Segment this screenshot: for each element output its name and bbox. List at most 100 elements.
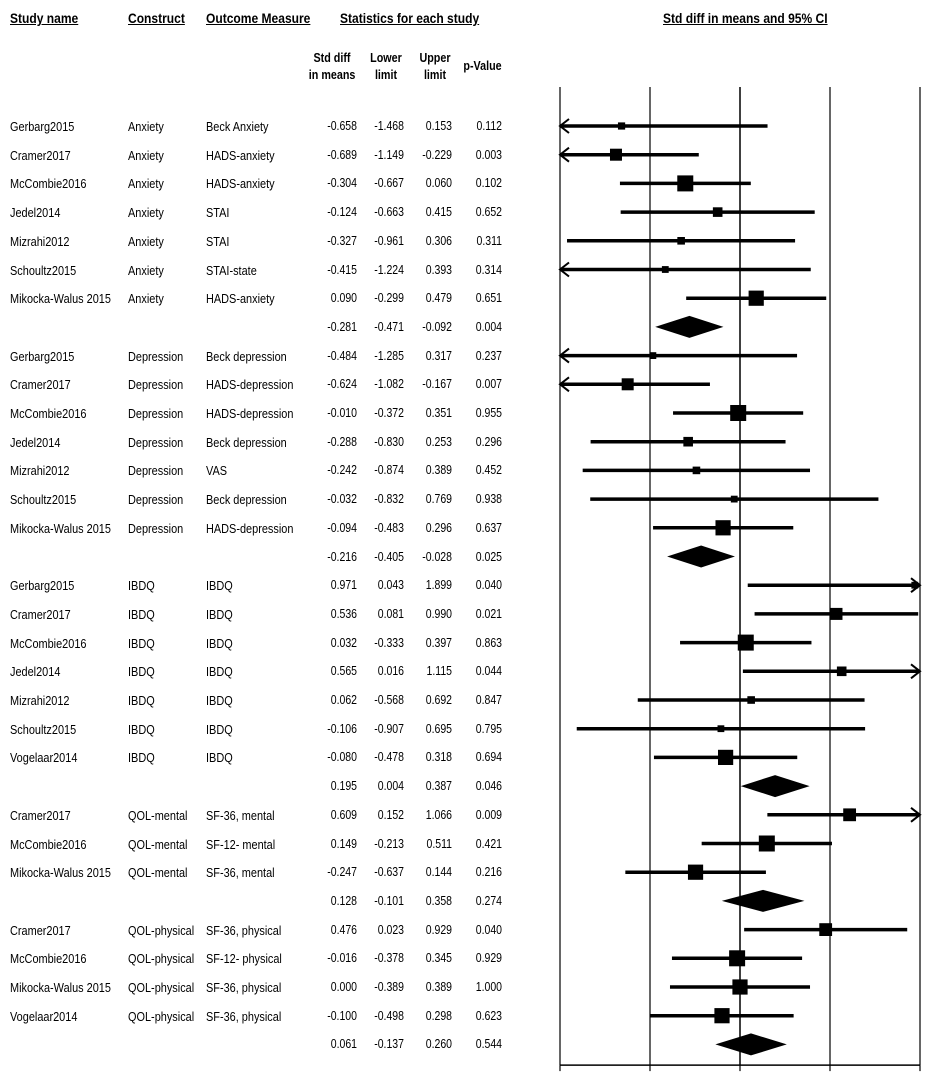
outcome-measure-cell: IBDQ xyxy=(206,606,233,622)
construct-cell: QOL-physical xyxy=(128,922,195,938)
subheader-lower-line1: Lower xyxy=(370,51,402,65)
p-value-cell: 0.795 xyxy=(475,721,502,736)
upper-limit-cell: 0.317 xyxy=(425,348,452,363)
outcome-measure-cell: IBDQ xyxy=(206,664,233,680)
lower-limit-cell: -0.830 xyxy=(374,434,404,449)
study-row: Mizrahi2012 Depression VAS -0.242 -0.874 0.38… xyxy=(0,456,520,484)
study-name-cell: McCombie2016 xyxy=(10,176,87,192)
summary-row: 0.195 0.004 0.387 0.046 xyxy=(0,772,520,800)
upper-limit-cell: 0.692 xyxy=(425,693,452,707)
outcome-measure-cell: IBDQ xyxy=(206,635,233,651)
ci-left-arrow xyxy=(558,146,570,163)
p-value-cell: 0.955 xyxy=(475,406,502,420)
p-value-cell: 0.314 xyxy=(475,262,502,277)
lower-limit-cell: -0.405 xyxy=(374,549,404,564)
p-value-cell: 0.311 xyxy=(476,233,502,248)
upper-limit-cell: 0.387 xyxy=(425,779,452,794)
point-estimate-square xyxy=(718,749,734,765)
study-row: Jedel2014 IBDQ IBDQ 0.565 0.016 1.115 0.044 xyxy=(0,657,520,685)
p-value-cell: 0.694 xyxy=(475,750,502,765)
std-diff-cell: 0.195 xyxy=(330,779,357,794)
study-name-cell: Cramer2017 xyxy=(10,377,71,393)
study-name-cell: McCombie2016 xyxy=(10,406,87,421)
summary-row: 0.061 -0.137 0.260 0.544 xyxy=(0,1030,520,1058)
lower-limit-cell: -0.483 xyxy=(374,520,404,535)
lower-limit-cell: -0.478 xyxy=(374,750,404,765)
point-estimate-square xyxy=(747,696,755,704)
p-value-cell: 0.025 xyxy=(475,549,502,564)
upper-limit-cell: 1.115 xyxy=(426,664,452,679)
p-value-cell: 0.216 xyxy=(475,865,502,880)
lower-limit-cell: -0.568 xyxy=(374,693,404,707)
upper-limit-cell: 0.990 xyxy=(425,606,452,621)
header-plot-title: Std diff in means and 95% CI xyxy=(663,10,828,26)
point-estimate-square xyxy=(748,290,764,306)
study-row: McCombie2016 QOL-physical SF-12- physical -… xyxy=(0,944,520,972)
forest-plot: -1.00-0.500.000.501.00 xyxy=(558,87,922,1072)
lower-limit-cell: 0.004 xyxy=(377,779,404,794)
upper-limit-cell: -0.028 xyxy=(422,549,452,564)
lower-limit-cell: -1.468 xyxy=(374,119,404,133)
study-row: Jedel2014 Anxiety STAI -0.124 -0.663 0.415 0.6… xyxy=(0,198,520,226)
std-diff-cell: 0.609 xyxy=(330,807,357,822)
outcome-measure-cell: HADS-anxiety xyxy=(206,291,275,307)
upper-limit-cell: 0.769 xyxy=(425,492,452,507)
lower-limit-cell: -0.663 xyxy=(374,205,404,220)
p-value-cell: 1.000 xyxy=(475,980,502,994)
study-row: McCombie2016 Anxiety HADS-anxiety -0.304 -0.… xyxy=(0,169,520,197)
point-estimate-square xyxy=(717,725,725,733)
upper-limit-cell: -0.092 xyxy=(422,319,452,334)
point-estimate-square xyxy=(732,979,748,995)
point-estimate-square xyxy=(692,466,701,475)
ci-left-arrow xyxy=(558,347,570,364)
study-name-cell: McCombie2016 xyxy=(10,951,87,967)
p-value-cell: 0.651 xyxy=(475,291,502,306)
point-estimate-square xyxy=(730,405,747,421)
study-row: Cramer2017 QOL-mental SF-36, mental 0.609 0.… xyxy=(0,801,520,829)
p-value-cell: 0.847 xyxy=(475,693,502,707)
std-diff-cell: -0.242 xyxy=(327,463,357,478)
study-name-cell: Mizrahi2012 xyxy=(10,233,70,249)
study-name-cell: Vogelaar2014 xyxy=(10,750,78,766)
upper-limit-cell: 0.060 xyxy=(425,176,452,191)
upper-limit-cell: 0.306 xyxy=(425,233,452,248)
outcome-measure-cell: HADS-depression xyxy=(206,377,294,393)
study-row: Cramer2017 Depression HADS-depression -0.62… xyxy=(0,370,520,398)
p-value-cell: 0.544 xyxy=(475,1037,502,1052)
lower-limit-cell: -0.389 xyxy=(374,980,404,994)
lower-limit-cell: -1.149 xyxy=(374,147,404,162)
study-row: Mikocka-Walus 2015 QOL-physical SF-36, phy… xyxy=(0,973,520,1001)
study-row: Vogelaar2014 IBDQ IBDQ -0.080 -0.478 0.318 0.6… xyxy=(0,743,520,771)
upper-limit-cell: 0.929 xyxy=(425,922,452,937)
std-diff-cell: 0.061 xyxy=(330,1037,357,1052)
p-value-cell: 0.009 xyxy=(475,807,502,822)
lower-limit-cell: -0.101 xyxy=(374,893,404,908)
point-estimate-square xyxy=(683,436,693,447)
summary-diamond xyxy=(740,775,810,798)
std-diff-cell: -0.484 xyxy=(327,348,357,363)
lower-limit-cell: -0.299 xyxy=(374,291,404,306)
outcome-measure-cell: Beck depression xyxy=(206,348,287,364)
study-name-cell: Cramer2017 xyxy=(10,147,71,163)
lower-limit-cell: -0.471 xyxy=(374,319,404,334)
upper-limit-cell: 0.415 xyxy=(425,205,452,220)
construct-cell: QOL-physical xyxy=(128,980,195,995)
point-estimate-square xyxy=(609,148,622,161)
study-row: Jedel2014 Depression Beck depression -0.288… xyxy=(0,428,520,456)
construct-cell: Depression xyxy=(128,377,184,393)
std-diff-cell: 0.149 xyxy=(330,836,357,851)
p-value-cell: 0.004 xyxy=(475,319,502,334)
point-estimate-square xyxy=(830,607,843,620)
study-row: Schoultz2015 IBDQ IBDQ -0.106 -0.907 0.695 0.7… xyxy=(0,715,520,743)
upper-limit-cell: 0.318 xyxy=(425,750,452,765)
outcome-measure-cell: IBDQ xyxy=(206,721,233,737)
p-value-cell: 0.007 xyxy=(475,377,502,392)
outcome-measure-cell: SF-36, physical xyxy=(206,922,282,938)
point-estimate-square xyxy=(730,495,738,503)
study-row: Mikocka-Walus 2015 Anxiety HADS-anxiety 0.0… xyxy=(0,284,520,312)
study-name-cell: Jedel2014 xyxy=(10,205,61,221)
construct-cell: QOL-physical xyxy=(128,1008,195,1024)
p-value-cell: 0.637 xyxy=(475,520,502,535)
lower-limit-cell: -0.961 xyxy=(374,233,404,248)
